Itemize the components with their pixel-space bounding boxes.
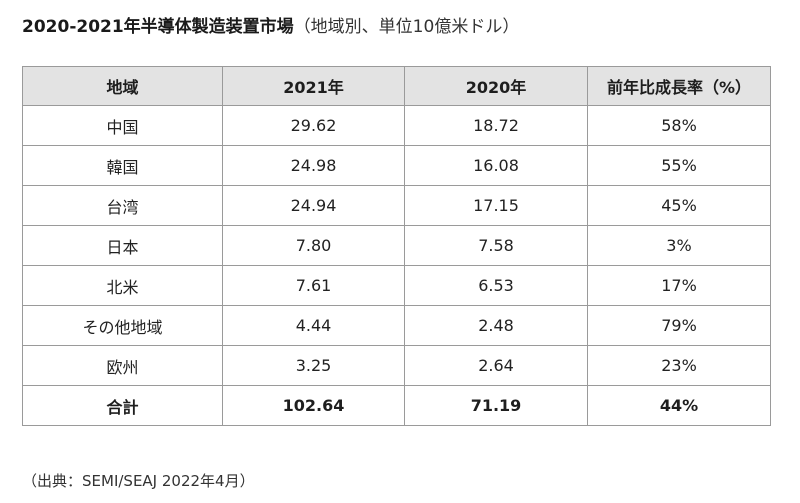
cell-2021: 29.62: [222, 105, 405, 146]
cell-region: 日本: [22, 225, 223, 266]
cell-2020: 16.08: [404, 145, 588, 186]
cell-region: 台湾: [22, 185, 223, 226]
cell-2020: 18.72: [404, 105, 588, 146]
table-row: 欧州 3.25 2.64 23%: [22, 345, 771, 386]
cell-region: その他地域: [22, 305, 223, 346]
cell-2020: 2.48: [404, 305, 588, 346]
cell-2021: 7.61: [222, 265, 405, 306]
cell-2021: 24.94: [222, 185, 405, 226]
cell-growth: 58%: [587, 105, 771, 146]
cell-growth: 45%: [587, 185, 771, 226]
table-title: 2020-2021年半導体製造装置市場（地域別、単位10億米ドル）: [22, 12, 519, 37]
table-row: 韓国 24.98 16.08 55%: [22, 145, 771, 186]
cell-region: 韓国: [22, 145, 223, 186]
table-title-main: 2020-2021年半導体製造装置市場: [22, 17, 294, 37]
header-2021: 2021年: [222, 66, 405, 106]
total-growth: 44%: [587, 385, 771, 426]
table-row: その他地域 4.44 2.48 79%: [22, 305, 771, 346]
table-row: 日本 7.80 7.58 3%: [22, 225, 771, 266]
cell-2021: 7.80: [222, 225, 405, 266]
total-2021: 102.64: [222, 385, 405, 426]
cell-growth: 17%: [587, 265, 771, 306]
cell-region: 中国: [22, 105, 223, 146]
cell-region: 北米: [22, 265, 223, 306]
total-2020: 71.19: [404, 385, 588, 426]
header-2020: 2020年: [404, 66, 588, 106]
cell-2020: 7.58: [404, 225, 588, 266]
total-label: 合計: [22, 385, 223, 426]
cell-2020: 17.15: [404, 185, 588, 226]
table-row: 台湾 24.94 17.15 45%: [22, 185, 771, 226]
cell-2020: 2.64: [404, 345, 588, 386]
cell-2021: 4.44: [222, 305, 405, 346]
cell-region: 欧州: [22, 345, 223, 386]
table-row: 北米 7.61 6.53 17%: [22, 265, 771, 306]
table-row: 中国 29.62 18.72 58%: [22, 105, 771, 146]
source-note: （出典：SEMI/SEAJ 2022年4月）: [22, 472, 255, 490]
cell-growth: 55%: [587, 145, 771, 186]
cell-growth: 23%: [587, 345, 771, 386]
cell-growth: 3%: [587, 225, 771, 266]
header-growth: 前年比成長率（%）: [587, 66, 771, 106]
total-row: 合計 102.64 71.19 44%: [22, 385, 771, 426]
header-row: 地域 2021年 2020年 前年比成長率（%）: [22, 66, 771, 106]
header-region: 地域: [22, 66, 223, 106]
table-title-unit: （地域別、単位10億米ドル）: [293, 17, 520, 37]
cell-2021: 3.25: [222, 345, 405, 386]
cell-2020: 6.53: [404, 265, 588, 306]
cell-2021: 24.98: [222, 145, 405, 186]
cell-growth: 79%: [587, 305, 771, 346]
market-table: 地域 2021年 2020年 前年比成長率（%） 中国 29.62 18.72 …: [22, 66, 771, 426]
